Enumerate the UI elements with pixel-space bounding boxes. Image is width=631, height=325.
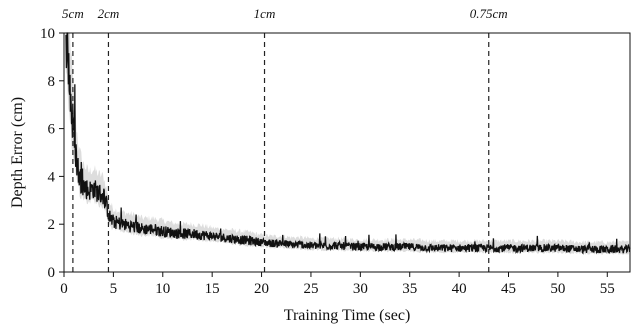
x-tick-label: 0 bbox=[60, 281, 68, 297]
x-tick-label: 50 bbox=[550, 281, 565, 297]
x-tick-label: 45 bbox=[501, 281, 516, 297]
y-tick-label: 6 bbox=[48, 122, 56, 138]
series-line-0 bbox=[65, 32, 631, 255]
x-tick-label: 55 bbox=[600, 281, 615, 297]
y-tick-label: 8 bbox=[48, 74, 56, 90]
axes-layer: 0 5 10 15 20 25 30 35 40 45 50 55 0 2 4 6 8 10 bbox=[40, 26, 631, 297]
y-tick-label: 0 bbox=[48, 265, 56, 281]
x-tick-label: 25 bbox=[303, 281, 318, 297]
threshold-label: 1cm bbox=[254, 6, 276, 21]
y-tick-label: 2 bbox=[48, 217, 56, 233]
threshold-label: 0.75cm bbox=[470, 6, 508, 21]
x-tick-label: 35 bbox=[402, 281, 417, 297]
x-tick-label: 5 bbox=[110, 281, 118, 297]
y-axis-title: Depth Error (cm) bbox=[9, 97, 26, 208]
error-band bbox=[65, 33, 630, 255]
y-tick-label: 10 bbox=[40, 26, 55, 42]
threshold-label: 5cm bbox=[62, 6, 84, 21]
x-axis-title: Training Time (sec) bbox=[284, 307, 411, 324]
y-tick-label: 4 bbox=[48, 169, 56, 185]
x-tick-label: 30 bbox=[353, 281, 368, 297]
threshold-label: 2cm bbox=[98, 6, 120, 21]
series-line-layer bbox=[65, 32, 631, 255]
x-tick-label: 10 bbox=[155, 281, 170, 297]
x-tick-label: 40 bbox=[452, 281, 467, 297]
threshold-lines-layer: 5cm 2cm 1cm 0.75cm bbox=[62, 6, 508, 272]
plot-frame bbox=[63, 32, 631, 273]
error-band-layer bbox=[65, 33, 630, 255]
x-tick-label: 15 bbox=[205, 281, 220, 297]
x-tick-label: 20 bbox=[254, 281, 269, 297]
